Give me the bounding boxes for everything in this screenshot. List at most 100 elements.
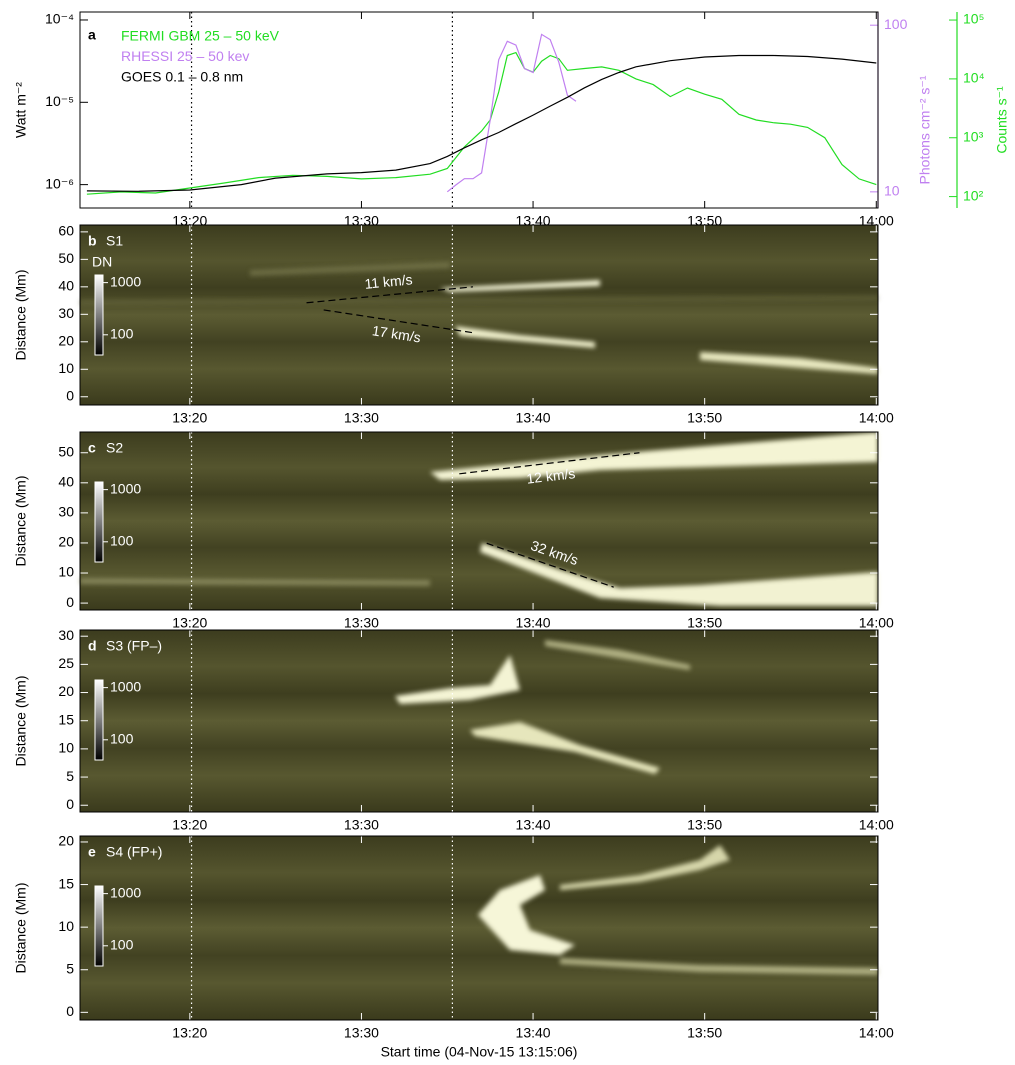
velocity-fit [486,542,614,588]
legend-entry: RHESSI 25 – 50 kev [121,48,249,64]
series-line [446,33,577,193]
x-tick-label: 13:30 [344,1025,379,1041]
y-tick-label: 10⁻⁵ [45,93,74,109]
x-tick-label: 13:20 [172,410,207,426]
colorbar-tick-label: 1000 [110,480,141,496]
panel-label: a [88,27,96,43]
x-axis-label: Start time (04-Nov-15 13:15:06) [381,1044,578,1060]
x-tick-label: 14:00 [859,410,894,426]
y-tick-label: 30 [58,305,74,321]
y-tick-label: 60 [58,223,74,239]
colorbar-tick-label: 100 [110,937,134,953]
x-tick-label: 14:00 [859,1025,894,1041]
y-tick-label: 5 [66,768,74,784]
x-tick-label: 14:00 [859,615,894,631]
velocity-fit [459,452,640,475]
y-tick-label: 0 [66,796,74,812]
faint-ridge [560,845,730,890]
velocity-label: 11 km/s [364,271,413,292]
panel-label: b [88,233,97,249]
image-background [80,630,878,812]
panel-label: c [88,440,96,456]
image-background [80,225,878,405]
bright-ridge [700,352,878,374]
y-axis-label: Watt m⁻² [13,82,29,138]
colorbar-label: DN [92,254,112,270]
faint-ridge [545,640,690,670]
legend-entry: FERMI GBM 25 – 50 keV [121,28,280,44]
velocity-label: 12 km/s [526,465,577,487]
y-tick-label: 10⁻⁴ [45,11,74,27]
colorbar [94,885,104,967]
plot-frame [79,11,879,209]
y3-axis-label: Counts s⁻¹ [994,86,1010,154]
velocity-label: 17 km/s [371,322,422,345]
x-tick-label: 13:20 [172,1025,207,1041]
bright-ridge [395,655,520,704]
y-tick-label: 20 [58,534,74,550]
image-background [80,836,878,1020]
image-texture [80,262,878,975]
bright-ridge [430,432,878,480]
x-tick-label: 13:40 [516,615,551,631]
y-tick-label: 10⁻⁶ [45,175,74,191]
x-tick-label: 13:20 [172,817,207,833]
panel-label: d [88,638,97,654]
x-tick-label: 13:30 [344,615,379,631]
panel-label: e [88,844,96,860]
colorbar-tick-label: 1000 [110,678,141,694]
y-tick-label: 10 [58,564,74,580]
y-tick-label: 15 [58,711,74,727]
y-tick-label: 20 [58,332,74,348]
y-axis-label: Distance (Mm) [13,475,29,566]
bright-ridge [470,722,660,774]
velocity-fit [323,309,474,334]
y-tick-label: 0 [66,594,74,610]
plot-frame [79,629,879,813]
y2-tick-label: 10 [884,183,900,199]
colorbar-tick-label: 100 [110,326,134,342]
plot-frame [79,431,879,611]
colorbar [94,274,104,356]
velocity-fit [306,286,474,304]
x-tick-label: 13:50 [687,817,722,833]
y-tick-label: 30 [58,627,74,643]
y-tick-label: 5 [66,960,74,976]
x-tick-label: 13:40 [516,1025,551,1041]
colorbar-tick-label: 100 [110,731,134,747]
y3-tick-label: 10⁴ [963,70,985,86]
y3-tick-label: 10³ [963,128,984,144]
panel-title: S3 (FP–) [106,638,162,654]
legend-entry: GOES 0.1 – 0.8 nm [121,69,243,85]
colorbar [94,679,104,761]
plot-frame [79,835,879,1021]
y-tick-label: 50 [58,250,74,266]
x-tick-label: 13:50 [687,410,722,426]
plot-frame [79,224,879,406]
series-line [86,51,877,195]
faint-band [80,296,878,305]
colorbar [94,481,104,563]
y-tick-label: 10 [58,360,74,376]
y-axis-label: Distance (Mm) [13,269,29,360]
bright-ridge [455,326,595,348]
y-tick-label: 50 [58,443,74,459]
faint-ridge [250,262,450,276]
y-tick-label: 0 [66,387,74,403]
panel-title: S1 [106,233,123,249]
faint-band [80,578,430,586]
y-axis-label: Distance (Mm) [13,675,29,766]
y-tick-label: 40 [58,474,74,490]
y-tick-label: 15 [58,875,74,891]
x-tick-label: 13:40 [516,817,551,833]
x-tick-label: 13:20 [172,615,207,631]
x-tick-label: 14:00 [859,817,894,833]
x-tick-label: 13:50 [687,1025,722,1041]
y-tick-label: 40 [58,278,74,294]
y-tick-label: 10 [58,740,74,756]
y-tick-label: 0 [66,1003,74,1019]
x-tick-label: 13:30 [344,410,379,426]
y2-tick-label: 100 [884,16,908,32]
